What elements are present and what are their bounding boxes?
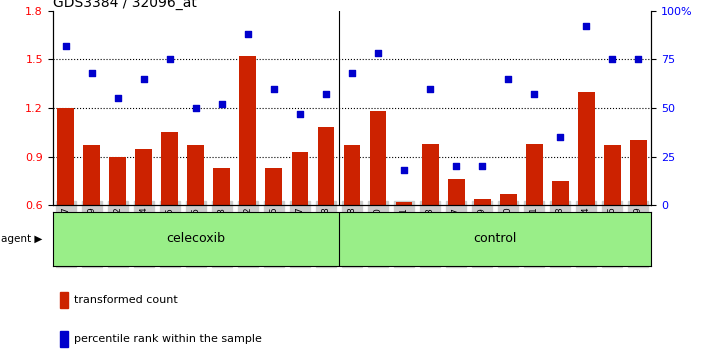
Text: transformed count: transformed count	[74, 295, 177, 305]
Bar	[344, 145, 360, 205]
Point	[60, 43, 71, 48]
Bar	[161, 132, 178, 205]
Bar	[474, 199, 491, 205]
Point	[555, 135, 566, 140]
Point	[633, 57, 644, 62]
Point	[372, 51, 384, 56]
Point	[268, 86, 279, 91]
Bar	[630, 141, 647, 205]
Point	[320, 92, 332, 97]
Point	[503, 76, 514, 81]
Text: celecoxib: celecoxib	[166, 233, 225, 245]
Bar	[213, 168, 230, 205]
Point	[112, 95, 123, 101]
Point	[529, 92, 540, 97]
Bar	[291, 152, 308, 205]
Point	[425, 86, 436, 91]
Point	[477, 164, 488, 169]
Point	[346, 70, 358, 76]
Bar	[370, 111, 386, 205]
Bar	[239, 56, 256, 205]
Text: control: control	[473, 233, 517, 245]
Point	[86, 70, 97, 76]
Bar	[604, 145, 621, 205]
Point	[451, 164, 462, 169]
Bar	[448, 179, 465, 205]
Text: percentile rank within the sample: percentile rank within the sample	[74, 334, 262, 344]
Point	[164, 57, 175, 62]
Point	[581, 23, 592, 29]
Point	[190, 105, 201, 111]
Bar	[578, 92, 595, 205]
Bar	[265, 168, 282, 205]
Point	[216, 101, 227, 107]
Bar	[500, 194, 517, 205]
Bar	[83, 145, 100, 205]
Point	[242, 31, 253, 37]
Point	[294, 111, 306, 116]
Bar	[422, 144, 439, 205]
Bar	[552, 181, 569, 205]
Bar	[187, 145, 204, 205]
Bar	[57, 108, 74, 205]
Point	[138, 76, 149, 81]
Bar	[318, 127, 334, 205]
Bar	[135, 149, 152, 205]
Bar	[526, 144, 543, 205]
Text: agent ▶: agent ▶	[1, 234, 43, 244]
Bar	[396, 202, 413, 205]
Text: GDS3384 / 32096_at: GDS3384 / 32096_at	[53, 0, 196, 10]
Point	[607, 57, 618, 62]
Point	[398, 167, 410, 173]
Bar	[109, 156, 126, 205]
